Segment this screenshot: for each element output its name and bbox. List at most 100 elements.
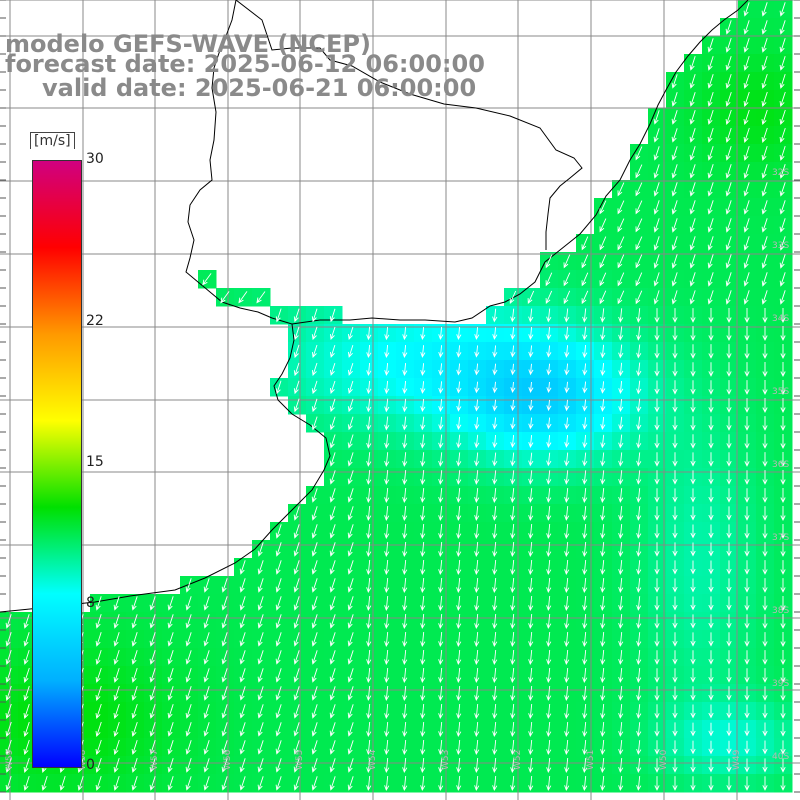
wind-arrow bbox=[329, 434, 336, 449]
wind-arrow bbox=[347, 326, 354, 340]
wind-arrow bbox=[77, 775, 84, 791]
wind-arrow bbox=[780, 398, 786, 414]
wind-arrow bbox=[672, 632, 678, 647]
wind-arrow bbox=[600, 308, 606, 323]
wind-arrow bbox=[708, 380, 714, 395]
wind-arrow bbox=[743, 127, 750, 144]
wind-arrow bbox=[672, 362, 678, 377]
wind-arrow bbox=[131, 596, 138, 611]
wind-arrow bbox=[707, 127, 714, 143]
title-forecast-date: forecast date: 2025-06-12 06:00:00 bbox=[5, 50, 485, 78]
wind-arrow bbox=[474, 541, 480, 558]
wind-arrow bbox=[690, 308, 696, 323]
wind-arrow bbox=[689, 254, 696, 269]
wind-arrow bbox=[672, 722, 678, 737]
wind-arrow bbox=[779, 254, 786, 269]
wind-arrow bbox=[636, 506, 642, 521]
wind-arrow bbox=[275, 632, 282, 647]
wind-arrow bbox=[564, 631, 570, 648]
wind-arrow bbox=[743, 145, 750, 161]
wind-arrow bbox=[474, 505, 480, 522]
wind-arrow bbox=[257, 668, 264, 683]
wind-arrow bbox=[690, 506, 696, 521]
coastline-path bbox=[291, 0, 749, 325]
wind-arrow bbox=[582, 506, 588, 521]
wind-arrow bbox=[780, 578, 786, 593]
wind-arrow bbox=[275, 722, 282, 737]
wind-arrow bbox=[311, 326, 318, 341]
wind-arrow bbox=[744, 542, 750, 557]
wind-arrow bbox=[384, 559, 390, 576]
wind-arrow bbox=[384, 721, 390, 738]
wind-arrow bbox=[438, 703, 444, 720]
wind-arrow bbox=[690, 542, 696, 557]
wind-arrow bbox=[347, 542, 354, 557]
wind-arrow bbox=[762, 668, 768, 683]
wind-arrow bbox=[690, 452, 696, 467]
wind-arrow bbox=[221, 776, 228, 791]
wind-arrow bbox=[528, 541, 534, 558]
wind-arrow bbox=[420, 505, 426, 522]
wind-arrow bbox=[456, 631, 462, 648]
wind-arrow bbox=[221, 614, 228, 629]
wind-arrow bbox=[546, 775, 552, 792]
wind-arrow bbox=[725, 73, 732, 89]
wind-arrow bbox=[257, 740, 264, 755]
longitude-label: W50 bbox=[659, 749, 669, 770]
wind-arrow bbox=[239, 758, 246, 773]
wind-arrow bbox=[672, 668, 678, 683]
wind-arrow bbox=[239, 632, 246, 647]
wind-arrow bbox=[744, 668, 750, 683]
wind-arrow bbox=[671, 92, 678, 107]
wind-arrow bbox=[293, 668, 300, 683]
wind-arrow bbox=[600, 363, 606, 376]
wind-arrow bbox=[725, 20, 732, 35]
wind-arrow bbox=[653, 182, 660, 197]
latitude-label: 38S bbox=[772, 606, 789, 616]
wind-arrow bbox=[167, 740, 174, 755]
wind-arrow bbox=[131, 776, 138, 791]
wind-arrow bbox=[456, 685, 462, 702]
wind-arrow bbox=[420, 363, 426, 376]
wind-arrow bbox=[5, 614, 12, 629]
wind-arrow bbox=[690, 776, 696, 791]
wind-arrow bbox=[654, 614, 660, 629]
wind-arrow bbox=[329, 524, 336, 539]
wind-arrow bbox=[582, 523, 588, 540]
wind-arrow bbox=[582, 757, 588, 774]
wind-arrow bbox=[653, 110, 660, 125]
wind-arrow bbox=[257, 614, 264, 629]
wind-arrow bbox=[653, 254, 660, 269]
wind-arrow bbox=[366, 487, 372, 504]
wind-arrow bbox=[257, 632, 264, 647]
wind-arrow bbox=[257, 542, 264, 557]
wind-arrow bbox=[438, 505, 444, 522]
wind-arrow bbox=[546, 685, 552, 702]
wind-arrow bbox=[275, 578, 282, 593]
wind-arrow bbox=[600, 703, 606, 720]
wind-arrow bbox=[347, 506, 354, 521]
wind-arrow bbox=[690, 524, 696, 539]
wind-arrow bbox=[311, 560, 318, 575]
wind-arrow bbox=[726, 614, 732, 629]
wind-arrow bbox=[653, 200, 660, 215]
wind-arrow bbox=[672, 776, 678, 791]
wind-arrow bbox=[95, 667, 102, 683]
wind-arrow bbox=[545, 290, 553, 305]
wind-arrow bbox=[582, 434, 588, 449]
wind-arrow bbox=[384, 416, 390, 431]
wind-arrow bbox=[311, 686, 318, 701]
wind-arrow bbox=[293, 596, 300, 611]
wind-arrow bbox=[420, 739, 426, 756]
wind-arrow bbox=[456, 559, 462, 576]
wind-arrow bbox=[708, 416, 714, 431]
wind-arrow bbox=[366, 739, 372, 756]
wind-arrow bbox=[779, 236, 786, 251]
wind-arrow bbox=[438, 595, 444, 612]
wind-arrow bbox=[743, 55, 750, 71]
latitude-label: 36S bbox=[772, 460, 789, 470]
wind-arrow bbox=[690, 704, 696, 719]
wind-arrow bbox=[744, 740, 750, 755]
wind-arrow bbox=[95, 685, 102, 701]
wind-arrow bbox=[636, 542, 642, 557]
